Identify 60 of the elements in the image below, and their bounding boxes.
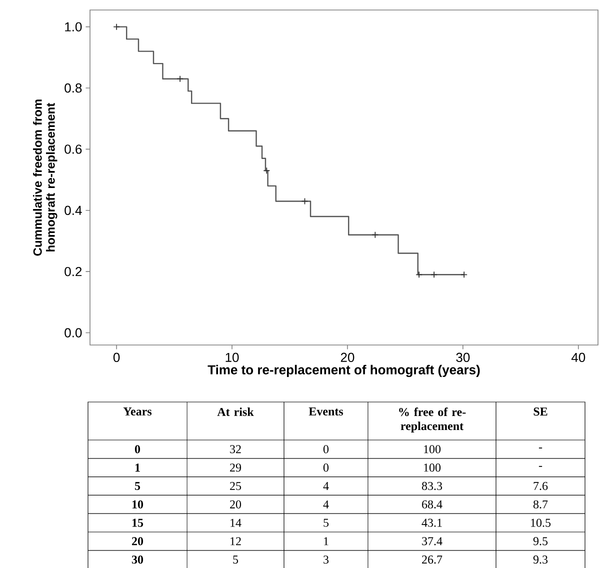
text: 26.7 [422,556,442,564]
x-tick-label: 20 [340,352,354,362]
text: 15 [132,518,144,527]
text: 1 [135,464,140,472]
point [301,198,308,205]
x-axis-title: Time to re-replacement of homograft (years) [208,364,480,378]
x-tick-label: 10 [226,352,239,362]
point [263,167,270,174]
text: 100 [424,464,441,472]
x-tick-label: 0 [113,352,120,362]
text: 68.4 [422,500,442,508]
text: 9.3 [533,556,548,564]
text: Years [123,408,152,416]
text: 43.1 [422,518,442,527]
text: 20 [230,500,242,508]
text: 4 [323,482,329,490]
y-tick-label: 0.6 [64,144,82,154]
text: 14 [230,518,242,527]
text: 10.5 [531,518,551,527]
text: 10 [132,500,144,508]
text: 32 [230,445,241,454]
x-tick-label: 40 [571,352,586,362]
text: 3 [324,556,329,564]
text: 0 [323,464,329,472]
text: At risk [217,408,254,416]
y-axis-title: Cummulative freedom from homograft re-replacement [33,100,58,256]
text: - [538,466,542,467]
point [176,75,184,82]
y-tick-label: 0.2 [64,266,82,276]
y-tick-label: 0.4 [64,206,82,215]
point [372,231,379,238]
text: 29 [230,464,242,472]
text: 9.5 [533,537,548,546]
text: 20 [132,537,144,546]
text: 5 [324,518,329,527]
text: 37.4 [422,537,442,546]
text: 25 [230,482,242,490]
text: 8.7 [533,500,548,508]
text: 100 [424,445,441,454]
text: 7.6 [534,482,548,490]
x-tick-label: 30 [456,352,470,362]
text: 0 [323,445,329,454]
y-tick-label: 0.0 [64,328,82,338]
text: 30 [132,556,144,564]
point [430,271,438,278]
text: SE [534,408,548,416]
text: 1 [324,537,328,546]
text: 12 [230,537,241,546]
text: 5 [233,556,238,564]
y-tick-label: 1.0 [65,22,82,32]
text: Events [308,408,344,416]
text: 4 [323,500,329,508]
text: 0 [134,445,140,454]
text: 83.3 [422,482,442,490]
text: % free of re-replacement [399,408,466,433]
point [113,23,120,30]
y-tick-label: 0.8 [64,83,82,93]
text: 5 [134,482,140,490]
point [416,271,422,278]
point [460,271,468,278]
